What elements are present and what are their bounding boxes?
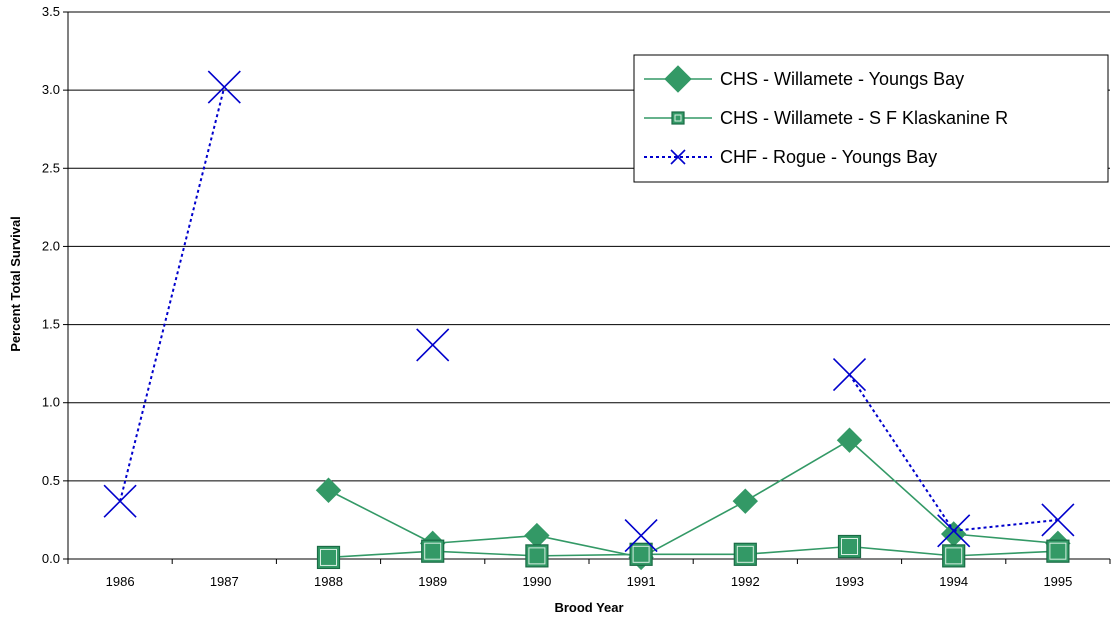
axes [63, 11, 1111, 564]
x-tick-label: 1995 [1043, 574, 1072, 589]
series-line-segment [745, 545, 850, 556]
y-tick-label: 3.5 [42, 4, 60, 19]
gridlines [68, 11, 1110, 482]
series-line-segment [536, 553, 642, 557]
x-marker [1041, 503, 1075, 537]
x-marker [937, 514, 971, 548]
square-marker-body [629, 542, 653, 566]
square-marker-inner [841, 537, 858, 555]
square-marker [1046, 539, 1070, 563]
x-tick-label: 1988 [314, 574, 343, 589]
square-marker-body [733, 542, 757, 566]
x-tick-label: 1986 [106, 574, 135, 589]
series-line-segment [432, 550, 537, 557]
y-axis-title: Percent Total Survival [8, 216, 23, 352]
square-marker [316, 545, 341, 570]
legend-label: CHS - Willamete - Youngs Bay [720, 69, 964, 89]
series-line-segment [640, 500, 746, 559]
x-tick-label: 1992 [731, 574, 760, 589]
series-line-segment [432, 534, 537, 545]
x-marker [670, 149, 686, 165]
y-tick-label: 0.0 [42, 551, 60, 566]
series-line-segment [328, 550, 433, 559]
square-marker-inner [632, 545, 650, 563]
square-marker [525, 544, 549, 568]
series-line-segment [119, 86, 226, 502]
diamond-marker [524, 522, 550, 549]
square-marker-body [316, 545, 341, 570]
diamond-marker [836, 427, 863, 453]
series-line-segment [849, 545, 954, 557]
x-tick-label: 1993 [835, 574, 864, 589]
x-marker-stroke [670, 149, 686, 165]
x-marker-stroke [1041, 503, 1075, 537]
square-marker-inner [528, 547, 546, 565]
square-marker-body [1046, 539, 1070, 563]
x-marker [416, 328, 450, 362]
y-tick-label: 1.0 [42, 395, 60, 410]
square-marker [733, 542, 757, 566]
x-tick-label: 1987 [210, 574, 239, 589]
square-marker-body [671, 111, 685, 125]
legend-label: CHF - Rogue - Youngs Bay [720, 147, 937, 167]
y-tick-label: 1.5 [42, 317, 60, 332]
y-tick-label: 2.5 [42, 160, 60, 175]
square-marker-body [421, 539, 445, 563]
x-tick-label: 1994 [939, 574, 968, 589]
x-tick-label: 1991 [627, 574, 656, 589]
series-line-segment [848, 374, 955, 532]
series-line-segment [744, 439, 850, 502]
square-marker-body [942, 544, 966, 568]
square-marker [942, 544, 966, 568]
square-marker [671, 111, 685, 125]
x-marker [103, 484, 137, 518]
series-2 [316, 534, 1070, 570]
legend-entry: CHF - Rogue - Youngs Bay [644, 147, 937, 167]
x-marker-stroke [103, 484, 137, 518]
x-marker [832, 358, 867, 392]
square-marker-inner [424, 542, 442, 560]
diamond-marker [732, 488, 759, 514]
square-marker-body [837, 534, 862, 559]
legend-box [633, 54, 1109, 183]
x-marker-stroke [937, 514, 971, 548]
x-tick-label: 1990 [522, 574, 551, 589]
square-marker [837, 534, 862, 559]
square-marker-body [525, 544, 549, 568]
square-marker-inner [674, 114, 682, 122]
series-line-segment [953, 550, 1058, 557]
x-marker-stroke [207, 70, 241, 104]
x-tick-label: 1989 [418, 574, 447, 589]
series-line-segment [953, 518, 1059, 532]
x-marker [624, 518, 658, 553]
tick-labels: 0.0 0.5 1.0 1.5 2.0 2.5 3.0 3.5 1986 1987 1988 1989… [42, 4, 1072, 589]
series-line-segment [848, 439, 955, 535]
x-marker [207, 70, 241, 104]
series-line-segment [328, 489, 434, 545]
x-marker-stroke [416, 328, 450, 362]
x-marker-stroke [624, 518, 658, 553]
square-marker-inner [736, 545, 754, 563]
legend-entry: CHS - Willamete - S F Klaskanine R [644, 108, 1008, 128]
series-layer [103, 70, 1075, 571]
legend-label: CHS - Willamete - S F Klaskanine R [720, 108, 1008, 128]
legend: CHS - Willamete - Youngs Bay CHS - Willam… [633, 54, 1109, 183]
x-axis-title: Brood Year [554, 600, 623, 615]
y-tick-label: 2.0 [42, 238, 60, 253]
square-marker [421, 539, 445, 563]
legend-entry: CHS - Willamete - Youngs Bay [644, 65, 964, 93]
y-tick-label: 0.5 [42, 473, 60, 488]
square-marker [629, 542, 653, 566]
square-marker-inner [945, 547, 963, 565]
diamond-marker [664, 65, 692, 93]
square-marker-inner [1049, 542, 1067, 560]
x-marker-stroke [832, 358, 867, 392]
y-tick-label: 3.0 [42, 82, 60, 97]
series-3 [103, 70, 1075, 553]
square-marker-inner [320, 548, 337, 566]
series-line-segment [953, 533, 1058, 545]
diamond-marker [315, 477, 342, 503]
